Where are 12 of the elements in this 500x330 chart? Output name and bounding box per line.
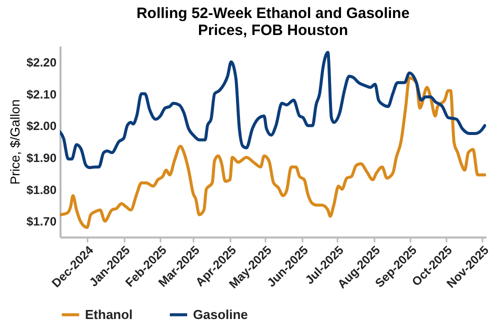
line-series [60, 50, 486, 170]
y-tick-label: $1.90 [26, 150, 57, 165]
chart-title: Rolling 52-Week Ethanol and Gasoline Prices, FOB Houston [136, 5, 410, 39]
legend-label: Ethanol [85, 306, 133, 322]
y-tick-label: $1.80 [26, 182, 57, 197]
y-tick-label: $2.00 [26, 119, 57, 134]
line-series [60, 76, 486, 229]
y-tick-label: $1.70 [26, 214, 57, 229]
y-axis-title: Price, $/Gallon [7, 99, 22, 185]
legend-label: Gasoline [193, 306, 248, 322]
y-tick-label: $2.20 [26, 55, 57, 70]
y-tick-label: $2.10 [26, 87, 57, 102]
